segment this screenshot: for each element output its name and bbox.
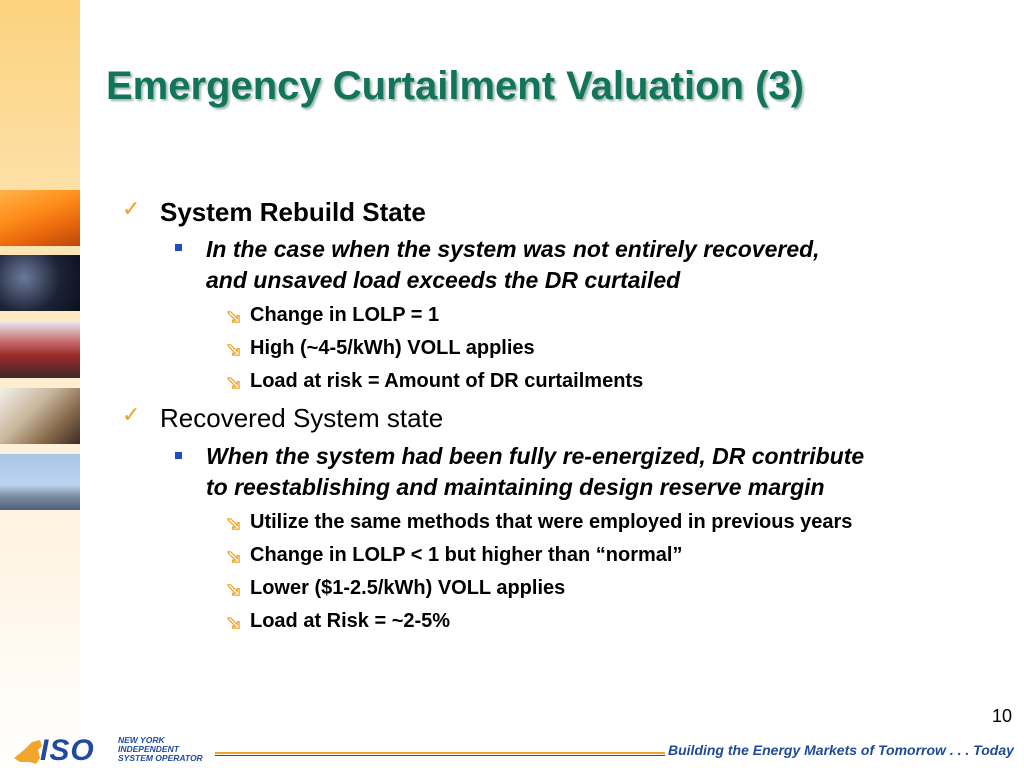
side-decoration-band [0,0,80,768]
curved-arrow-icon [226,377,240,389]
footer-divider-blue [215,755,665,756]
logo-line: NEW YORK [118,735,165,745]
photo-skyline [0,454,80,510]
page-number: 10 [991,706,1012,726]
checkmark-icon: ✓ [122,403,141,428]
list-item: Load at Risk = ~2-5% [250,610,451,632]
footer-tagline: Building the Energy Markets of Tomorrow … [668,742,1014,758]
footer-divider [215,752,665,754]
square-bullet-icon [175,244,182,251]
slide-title: Emergency Curtailment Valuation (3) [106,64,804,108]
photo-control-room [0,388,80,444]
checkmark-icon: ✓ [122,197,141,222]
logo-line: INDEPENDENT [118,744,179,754]
list-item: Lower ($1-2.5/kWh) VOLL applies [250,577,566,599]
curved-arrow-icon [226,311,240,323]
list-item: Change in LOLP < 1 but higher than “norm… [250,544,683,566]
curved-arrow-icon [226,584,240,596]
list-item: Change in LOLP = 1 [250,304,440,326]
curved-arrow-icon [226,617,240,629]
photo-person-lights [0,322,80,378]
photo-city-night [0,255,80,311]
photo-transmission-tower [0,190,80,246]
square-bullet-icon [175,452,182,459]
logo-wordmark: NEW YORK INDEPENDENT SYSTEM OPERATOR [118,736,203,763]
subpoint-line: and unsaved load exceeds the DR curtaile… [206,267,681,293]
curved-arrow-icon [226,344,240,356]
subpoint-line: to reestablishing and maintaining design… [206,474,825,500]
curved-arrow-icon [226,518,240,530]
list-item: Load at risk = Amount of DR curtailments [250,370,644,392]
list-item: Utilize the same methods that were emplo… [250,511,853,533]
section-heading: System Rebuild State [160,197,426,227]
new-york-state-icon [14,740,42,764]
logo-mark: ISO [40,734,95,767]
section-heading: Recovered System state [160,403,444,433]
nyiso-logo: ISO NEW YORK INDEPENDENT SYSTEM OPERATOR [10,734,215,767]
list-item: High (~4-5/kWh) VOLL applies [250,337,535,359]
subpoint-line: In the case when the system was not enti… [206,236,820,262]
subpoint-line: When the system had been fully re-energi… [206,443,865,469]
curved-arrow-icon [226,551,240,563]
logo-line: SYSTEM OPERATOR [118,753,203,763]
